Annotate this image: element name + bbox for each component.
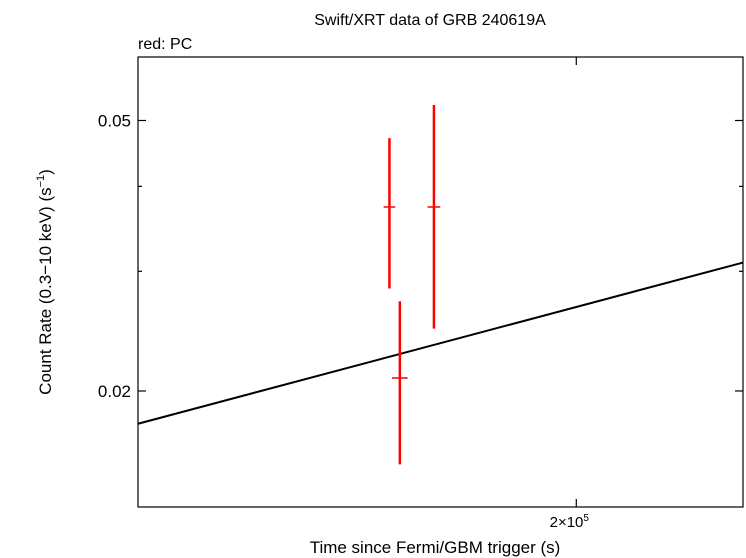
chart-subtitle: red: PC — [138, 36, 192, 53]
y-tick-label-1: 0.02 — [98, 382, 131, 401]
y-axis-label-main: Count Rate (0.3−10 keV) (s — [36, 187, 55, 394]
x-axis-ticks: 2×105 — [550, 57, 590, 531]
data-point-0 — [383, 138, 396, 289]
x-tick-label-base-0: 2×10 — [550, 514, 584, 531]
y-axis-ticks: 0.05 0.02 — [98, 111, 743, 401]
plot-frame — [137, 56, 744, 508]
model-line-segment — [137, 261, 744, 425]
model-fit-line — [137, 261, 744, 425]
data-point-1 — [392, 301, 408, 465]
x-tick-label-0: 2×105 — [550, 513, 590, 531]
y-axis-label-superscript: −1 — [35, 175, 47, 188]
x-axis-label: Time since Fermi/GBM trigger (s) — [310, 538, 561, 557]
data-series-pc — [383, 104, 441, 465]
y-axis-label: Count Rate (0.3−10 keV) (s−1) — [35, 169, 55, 395]
x-tick-label-exp-0: 5 — [583, 513, 589, 524]
data-point-2 — [427, 104, 441, 329]
y-axis-label-end: ) — [36, 169, 55, 175]
chart-title: Swift/XRT data of GRB 240619A — [314, 12, 546, 29]
y-tick-label-0: 0.05 — [98, 111, 131, 130]
